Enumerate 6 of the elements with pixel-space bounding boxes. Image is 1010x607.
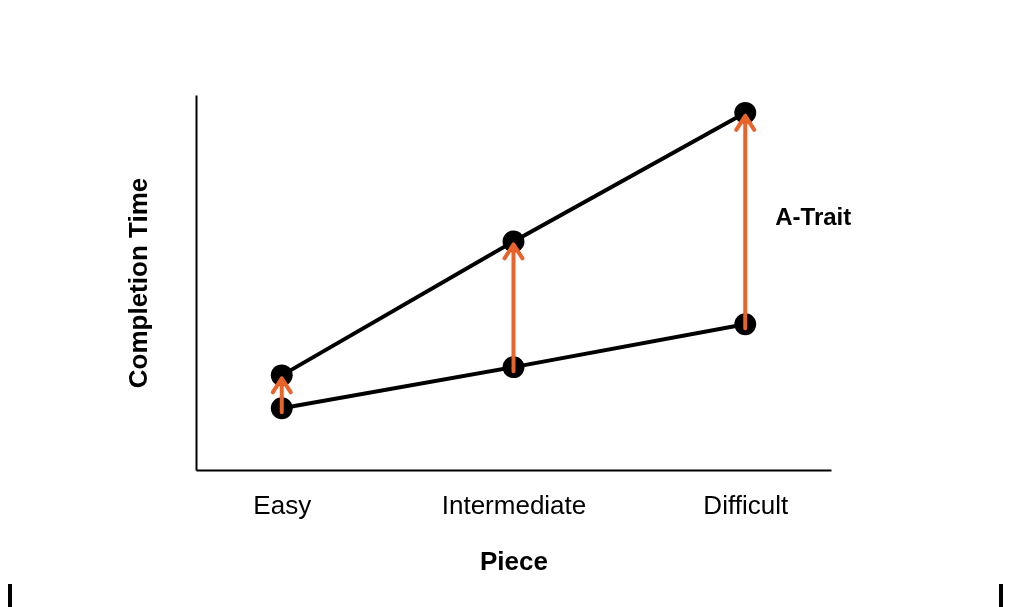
x-axis-title: Piece [480, 545, 548, 576]
x-tick-label: Difficult [703, 489, 789, 520]
annotation: A-Trait [775, 202, 852, 230]
x-tick-label: Intermediate [441, 489, 587, 520]
y-axis-title: Completion Time [122, 177, 153, 389]
x-tick-label: Easy [253, 489, 312, 520]
